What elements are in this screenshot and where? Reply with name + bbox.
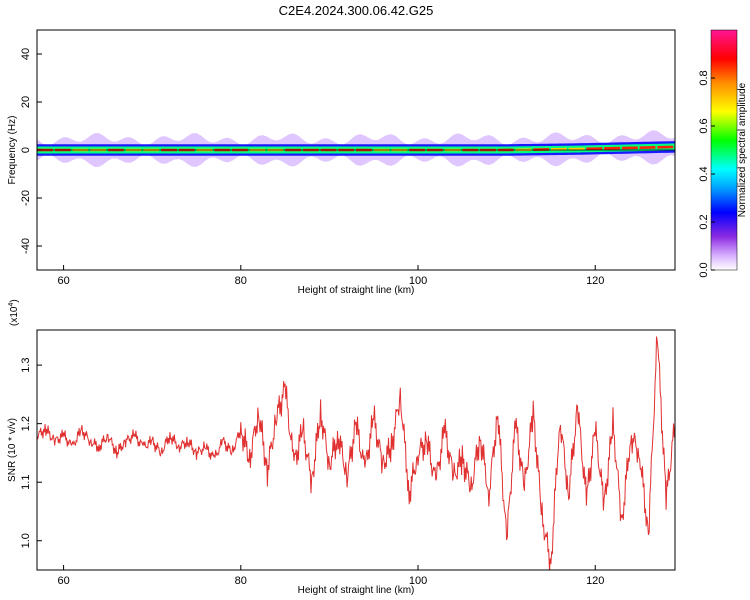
y-tick-label: -40 [20,238,32,254]
snr-x-label: Height of straight line (km) [298,585,415,596]
snr-frame [36,329,676,571]
y-tick-label: 1.2 [20,416,32,431]
x-tick-label: 60 [57,275,69,287]
y-tick-label: 1.3 [20,357,32,372]
y-tick-label: 0 [20,147,32,153]
snr-panel: 60 80 100 120 1.0 1.1 1.2 1.3 Height of straig… [7,299,676,596]
snr-y-label: SNR (10 * v/v) [7,418,18,482]
y-tick-label: 1.0 [20,533,32,548]
spectrogram-panel: 60 80 100 120 -40 -20 0 20 40 Height of straigh… [7,29,676,296]
x-tick-label: 120 [586,575,604,587]
snr-y-ticks: 1.0 1.1 1.2 1.3 [20,357,42,548]
snr-x-ticks: 60 80 100 120 [57,565,604,587]
snr-series-group [37,336,675,570]
spectrogram-x-label: Height of straight line (km) [298,285,415,296]
y-tick-label: -20 [20,190,32,206]
x-tick-label: 80 [235,275,247,287]
spectrogram-y-ticks: -40 -20 0 20 40 [20,48,42,254]
y-tick-label: 20 [20,96,32,108]
x-tick-label: 80 [235,575,247,587]
colorbar-tick-label: 0.4 [698,166,710,181]
colorbar-gradient [710,29,738,271]
colorbar: 0.0 0.2 0.4 0.6 0.8 Normalized spectral ampl… [698,29,748,278]
spectrogram-y-label: Frequency (Hz) [7,116,18,185]
y-tick-label: 40 [20,48,32,60]
spectrogram-x-ticks: 60 80 100 120 [57,265,604,287]
x-tick-label: 120 [586,275,604,287]
snr-y-multiplier: (x104) [8,299,20,326]
colorbar-tick-label: 0.2 [698,214,710,229]
colorbar-tick-label: 0.6 [698,118,710,133]
y-tick-label: 1.1 [20,475,32,490]
colorbar-tick-label: 0.8 [698,70,710,85]
colorbar-label: Normalized spectral amplitude [737,82,748,217]
snr-series-line [37,336,675,570]
chart-title: C2E4.2024.300.06.42.G25 [279,3,434,18]
colorbar-tick-label: 0.0 [698,262,710,277]
spectrogram-band [37,130,675,167]
x-tick-label: 100 [409,275,427,287]
x-tick-label: 60 [57,575,69,587]
colorbar-ticks: 0.0 0.2 0.4 0.6 0.8 [698,70,715,278]
x-tick-label: 100 [409,575,427,587]
